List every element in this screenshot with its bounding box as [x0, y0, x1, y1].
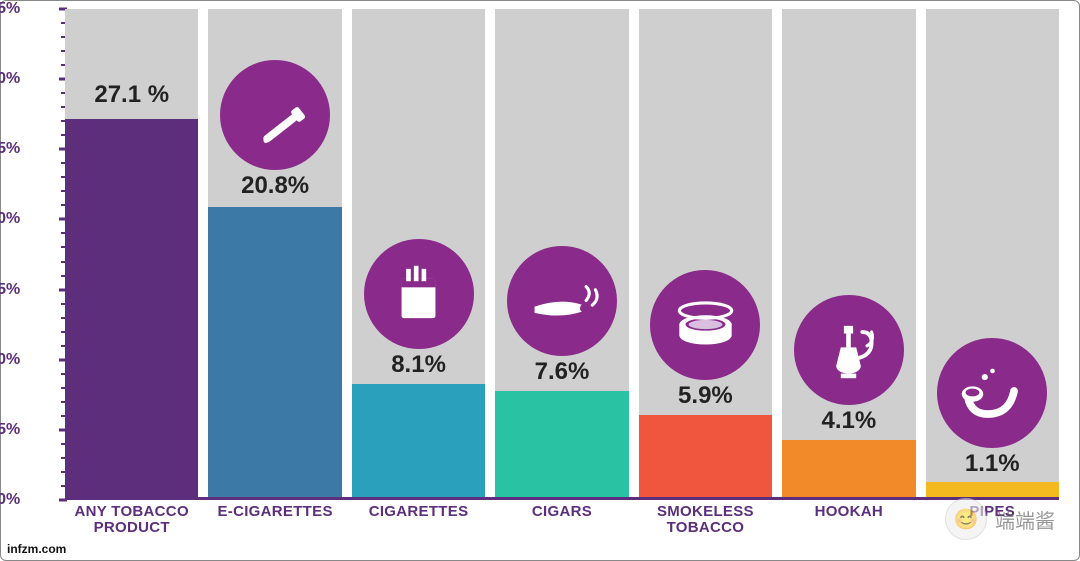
watermark-text: 端端酱 [995, 505, 1055, 534]
source-credit: infzm.com [7, 542, 66, 556]
y-tick-label: 5% [0, 421, 20, 439]
bar-value-label: 7.6% [495, 358, 628, 386]
category-label: HOOKAH [782, 504, 915, 548]
pipe-icon [937, 338, 1047, 448]
bar-column: 20.8% [208, 9, 341, 497]
x-axis-labels: ANY TOBACCO PRODUCTE-CIGARETTESCIGARETTE… [65, 504, 1059, 548]
bar-column: 7.6% [495, 9, 628, 497]
category-label: ANY TOBACCO PRODUCT [65, 504, 198, 548]
bar-value-label: 20.8% [208, 172, 341, 200]
watermark: 😊 端端酱 [945, 498, 1055, 540]
y-tick-label: 35% [0, 0, 20, 18]
bar-value-label: 27.1 % [65, 81, 198, 109]
category-label: E-CIGARETTES [208, 504, 341, 548]
cigar-icon [507, 246, 617, 356]
category-label: CIGARETTES [352, 504, 485, 548]
bar-columns: 27.1 % 20.8% 8.1% 7.6% 5.9% 4.1% 1.1% [65, 9, 1059, 497]
ecig-icon [220, 60, 330, 170]
y-tick-label: 30% [0, 70, 20, 88]
y-tick-label: 15% [0, 281, 20, 299]
y-tick-label: 10% [0, 351, 20, 369]
y-axis: 0%5%10%15%20%25%30%35% [1, 9, 65, 500]
tin-icon [650, 270, 760, 380]
watermark-avatar: 😊 [945, 498, 987, 540]
y-tick-label: 0% [0, 491, 20, 509]
bar [208, 207, 341, 497]
pack-icon [364, 239, 474, 349]
bar-column: 27.1 % [65, 9, 198, 497]
bar [495, 391, 628, 497]
bar [926, 482, 1059, 497]
bar [65, 119, 198, 497]
bar-value-label: 5.9% [639, 382, 772, 410]
bar-column: 1.1% [926, 9, 1059, 497]
bar-value-label: 4.1% [782, 407, 915, 435]
bar [639, 415, 772, 497]
hookah-icon [794, 295, 904, 405]
bar-value-label: 1.1% [926, 450, 1059, 478]
y-tick-label: 20% [0, 210, 20, 228]
y-tick-label: 25% [0, 140, 20, 158]
chart-area: 27.1 % 20.8% 8.1% 7.6% 5.9% 4.1% 1.1% [65, 9, 1059, 500]
bar-column: 5.9% [639, 9, 772, 497]
category-label: SMOKELESS TOBACCO [639, 504, 772, 548]
bar [782, 440, 915, 497]
bar-column: 8.1% [352, 9, 485, 497]
bar-column: 4.1% [782, 9, 915, 497]
category-label: CIGARS [495, 504, 628, 548]
bar [352, 384, 485, 497]
bar-value-label: 8.1% [352, 351, 485, 379]
